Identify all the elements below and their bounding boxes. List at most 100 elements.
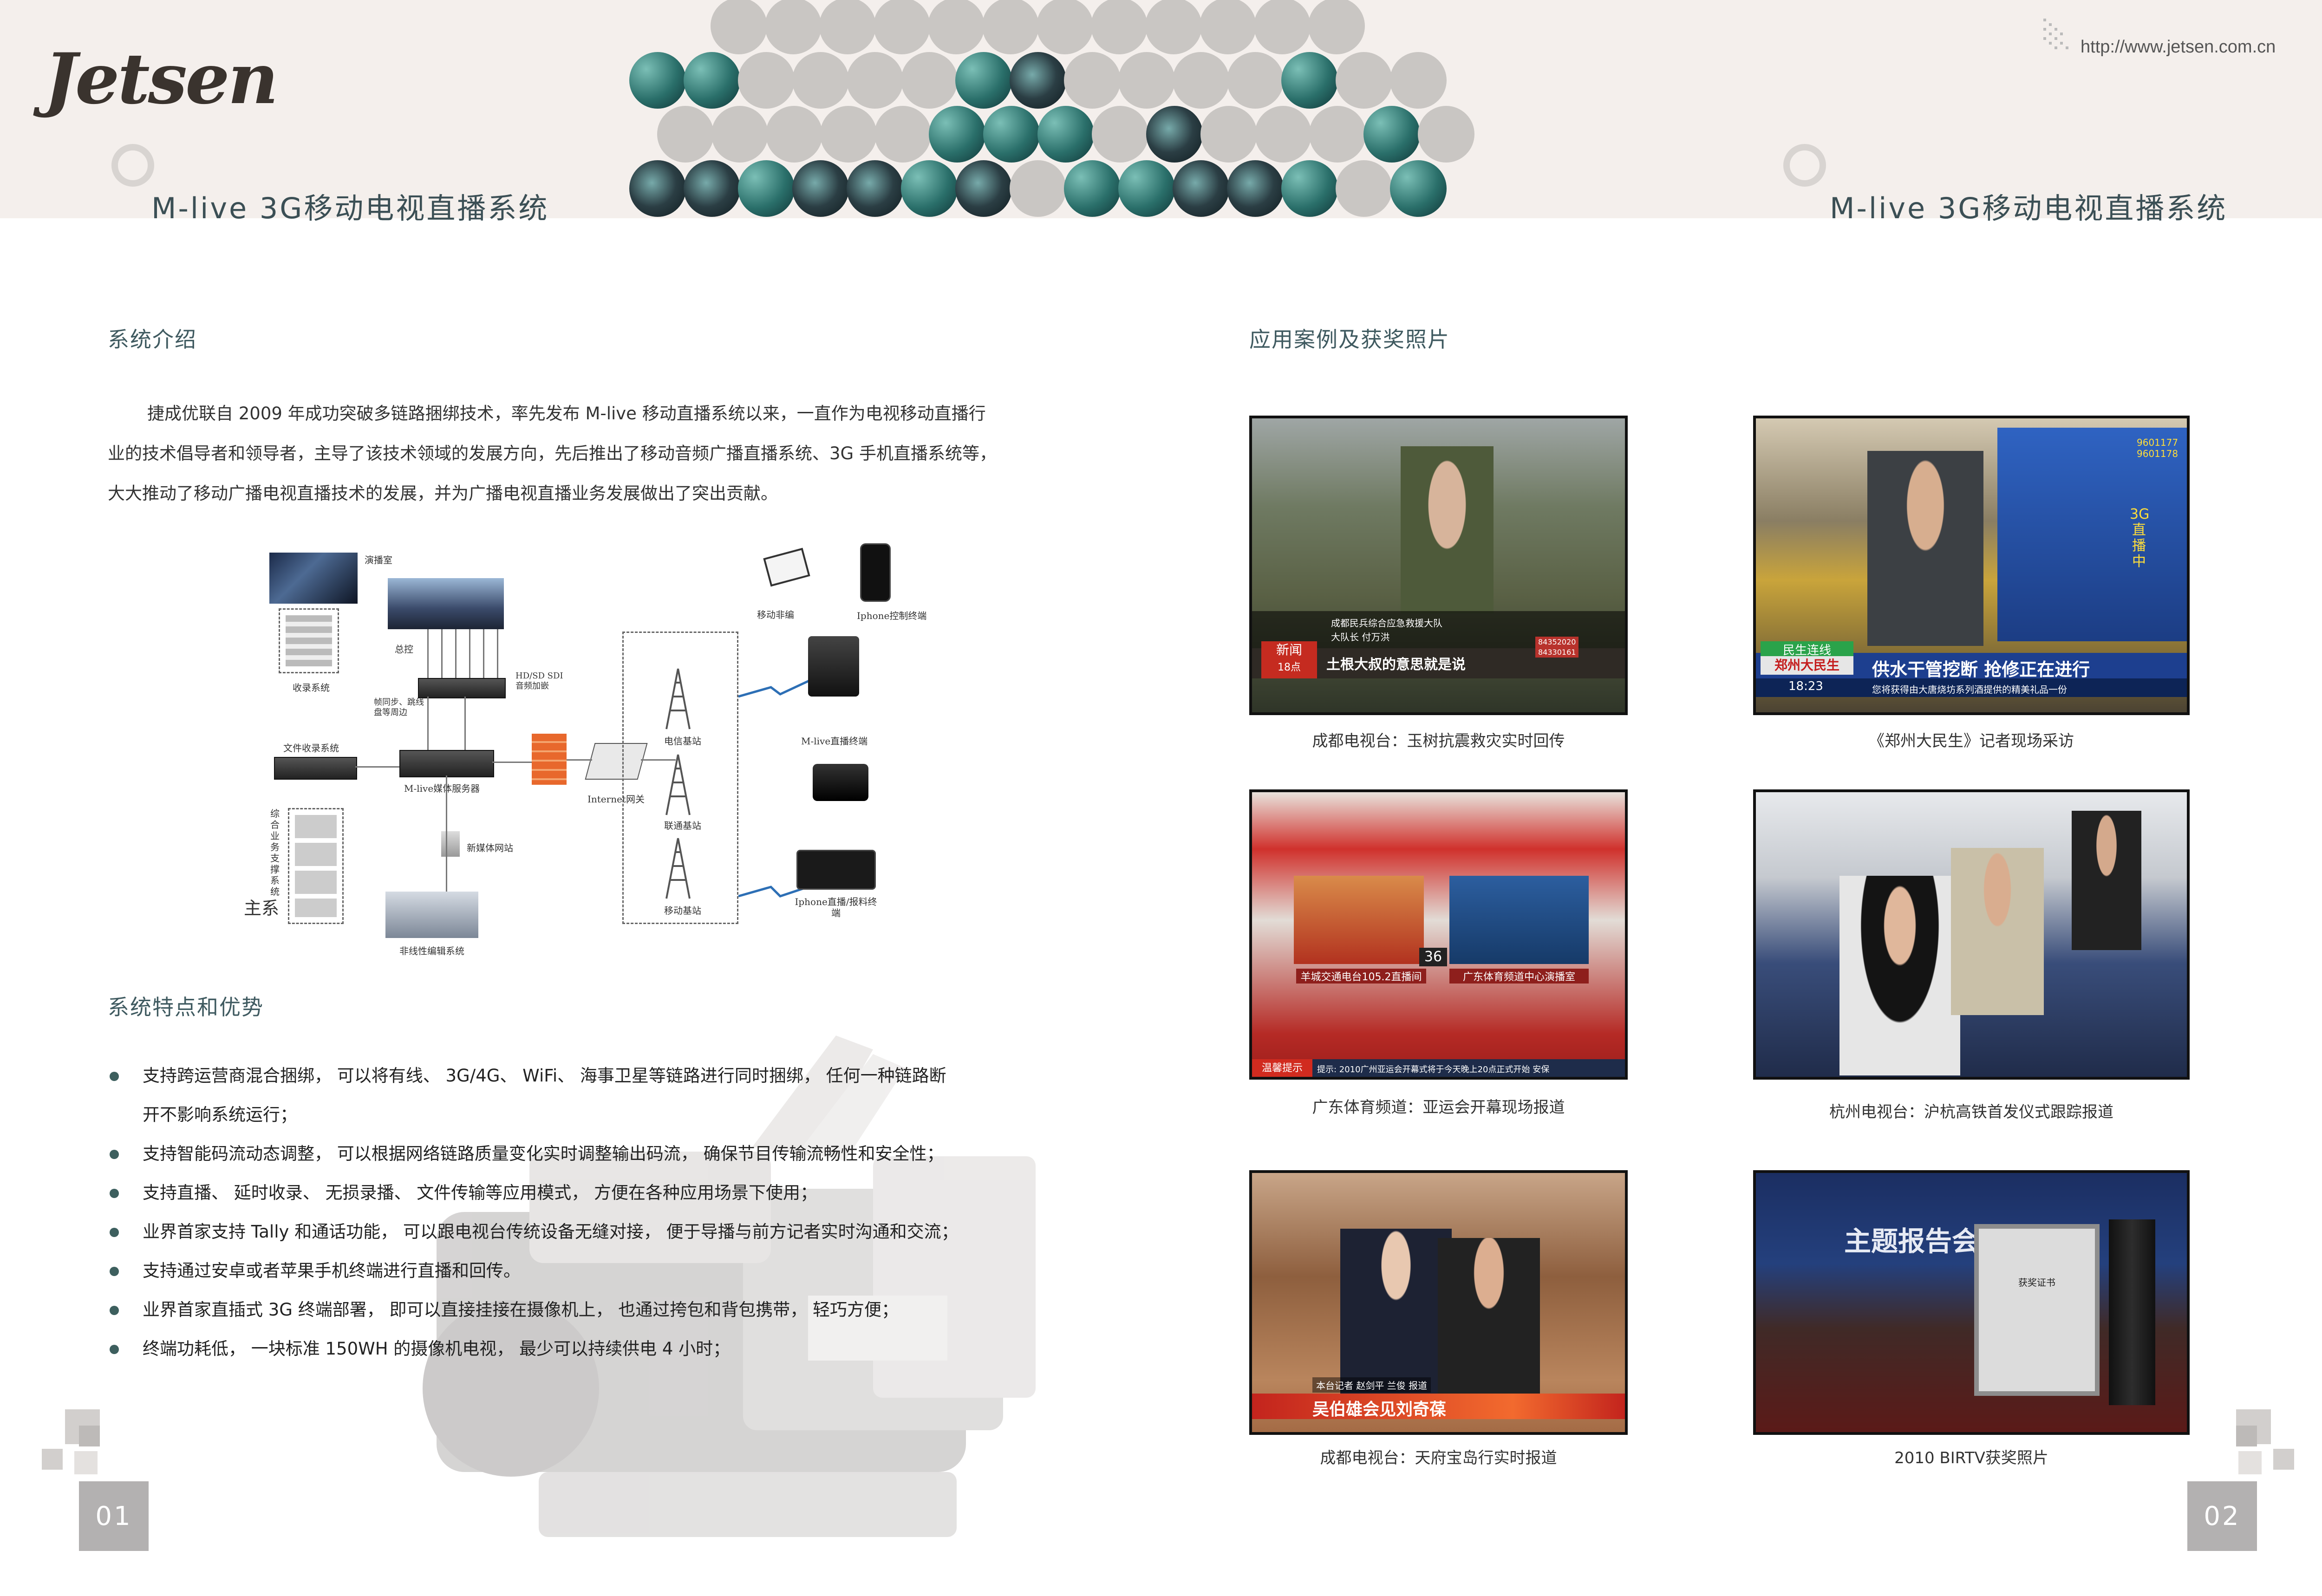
mosaic-circle: [684, 52, 740, 109]
firewall-icon: [532, 734, 567, 785]
soldier-figure: [1401, 446, 1494, 613]
connector-line: [492, 762, 532, 763]
award-certificate: 获奖证书: [1974, 1224, 2100, 1396]
feature-item: 业界首家直插式 3G 终端部署， 即可以直接挂接在摄像机上， 也通过挎包和背包携…: [143, 1300, 899, 1320]
intro-heading: 系统介绍: [108, 327, 197, 352]
feature-item: 终端功耗低， 一块标准 150WH 的摄像机电视， 最少可以持续供电 4 小时；: [143, 1339, 731, 1359]
mosaic-circle: [1281, 52, 1338, 109]
mobile-edit-label: 移动非编: [757, 609, 794, 620]
mosaic-circle: [1118, 52, 1175, 109]
overlay-text: 18点: [1278, 662, 1301, 673]
mosaic-circle: [1227, 52, 1284, 109]
photo-caption: 成都电视台：玉树抗震救灾实时回传: [1312, 732, 1565, 750]
circle-mosaic-decoration: [0, 0, 2322, 218]
dot-pattern-decoration: [2043, 19, 2068, 49]
connector-line: [427, 629, 429, 678]
website-url[interactable]: http://www.jetsen.com.cn: [2081, 37, 2276, 57]
newmedia-label: 新媒体网站: [467, 842, 513, 853]
header-title-right: M-live 3G移动电视直播系统: [1830, 191, 2228, 225]
mosaic-circle: [1092, 106, 1148, 163]
mosaic-circle: [1173, 160, 1229, 217]
mosaic-circle: [820, 106, 877, 163]
headline-bar: [1252, 1394, 1625, 1419]
photo-caption: 2010 BIRTV获奖照片: [1894, 1449, 2048, 1467]
mosaic-circle: [874, 106, 931, 163]
overlay-text: 18:23: [1788, 679, 1823, 693]
connector-line: [441, 629, 443, 678]
connector-line: [469, 629, 470, 678]
bullet-icon: [110, 1306, 119, 1315]
overlay-text: 土根大叔的意思就是说: [1326, 657, 1466, 673]
wireless-link-icon: [738, 883, 815, 898]
case-photo-birtv-award: 主题报告会 获奖证书: [1753, 1170, 2190, 1435]
overlay-text: 3G直播中: [2130, 506, 2150, 570]
camera-watermark-image: [423, 1036, 1036, 1537]
mobile-label: 移动基站: [664, 905, 701, 916]
video-camera-icon: [813, 764, 868, 801]
mosaic-circle: [1418, 106, 1474, 163]
support-system-box: [288, 808, 344, 924]
decorative-square: [79, 1426, 100, 1446]
cases-heading: 应用案例及获奖照片: [1249, 327, 1450, 352]
overlay-text: 84352020: [1535, 637, 1579, 647]
mosaic-circle: [766, 106, 822, 163]
overlay-text: 提示: 2010广州亚运会开幕式将于今天晚上20点正式开始 安保: [1317, 1065, 1550, 1075]
mosaic-circle: [1308, 0, 1365, 54]
photo-caption: 广东体育频道：亚运会开幕现场报道: [1312, 1098, 1565, 1117]
bullet-icon: [110, 1345, 119, 1354]
case-photo-zhengzhou-minsheng: 9601177 9601178 3G直播中 民生连线 郑州大民生 供水干管挖断 …: [1753, 416, 2190, 715]
sdi-label: HD/SD SDI 音频加嵌: [515, 671, 563, 691]
radio-studio-frame: [1294, 876, 1424, 964]
iphone-live-label: Iphone直播/报料终端: [795, 896, 877, 919]
jetsen-logo: Jetsen: [44, 38, 279, 120]
connector-line: [464, 697, 466, 750]
mosaic-circle: [1064, 160, 1121, 217]
mosaic-circle: [1309, 106, 1366, 163]
mosaic-circle: [684, 160, 740, 217]
mosaic-circle: [1146, 106, 1203, 163]
page-number-right: 02: [2187, 1481, 2257, 1551]
blue-truck: [1997, 428, 2187, 641]
intro-line: 捷成优联自 2009 年成功突破多链路捆绑技术，率先发布 M-live 移动直播…: [147, 404, 986, 423]
page-number-left: 01: [79, 1481, 149, 1551]
feature-item: 支持通过安卓或者苹果手机终端进行直播和回传。: [143, 1261, 521, 1281]
intro-paragraph: 捷成优联自 2009 年成功突破多链路捆绑技术，率先发布 M-live 移动直播…: [108, 394, 1106, 514]
case-photo-hangzhou-train: [1753, 789, 2190, 1080]
connector-line: [641, 759, 676, 761]
reporter-figure: [1839, 876, 1960, 1075]
intro-line: 大大推动了移动广播电视直播技术的发展，并为广播电视直播业务发展做出了突出贡献。: [108, 483, 778, 503]
reporter-figure: [1867, 451, 1983, 646]
case-photo-guangdong-asian-games: 36 羊城交通电台105.2直播间 广东体育频道中心演播室 温馨提示 提示: 2…: [1249, 789, 1628, 1080]
file-recording-label: 文件收录系统: [283, 743, 339, 754]
mosaic-circle: [983, 106, 1040, 163]
mosaic-circle: [847, 160, 903, 217]
support-main-label: 主系: [244, 898, 280, 919]
mosaic-circle: [1064, 52, 1121, 109]
mosaic-circle: [1200, 106, 1257, 163]
mosaic-circle: [792, 160, 849, 217]
mlive-terminal-label: M-live直播终端: [801, 736, 868, 747]
title-ring-icon: [111, 144, 154, 187]
person-figure: [1340, 1229, 1452, 1396]
connector-line: [446, 775, 447, 892]
laptop-icon: [763, 547, 810, 587]
mlive-terminal-device: [808, 636, 859, 697]
mosaic-circle: [1145, 0, 1202, 54]
mosaic-circle: [738, 52, 795, 109]
studio-image: [269, 553, 358, 604]
ticker-bar: [1252, 1059, 1625, 1077]
mosaic-circle: [955, 160, 1012, 217]
feature-item: 支持跨运营商混合捆绑， 可以将有线、 3G/4G、 WiFi、 海事卫星等链路进…: [143, 1066, 946, 1086]
photo-caption: 杭州电视台：沪杭高铁首发仪式跟踪报道: [1829, 1103, 2113, 1121]
mosaic-circle: [929, 106, 985, 163]
mosaic-circle: [955, 52, 1012, 109]
mosaic-circle: [792, 52, 849, 109]
mosaic-circle: [1390, 52, 1447, 109]
decorative-square: [2273, 1449, 2294, 1470]
mosaic-circle: [1091, 0, 1148, 54]
support-servers-image: [295, 815, 337, 917]
feature-item: 业界首家支持 Tally 和通话功能， 可以跟电视台传统设备无缝对接， 便于导播…: [143, 1222, 959, 1242]
recording-system-box: [279, 608, 339, 673]
sync-router-device: [418, 678, 506, 698]
photo-caption: 成都电视台：天府宝岛行实时报道: [1320, 1449, 1557, 1467]
